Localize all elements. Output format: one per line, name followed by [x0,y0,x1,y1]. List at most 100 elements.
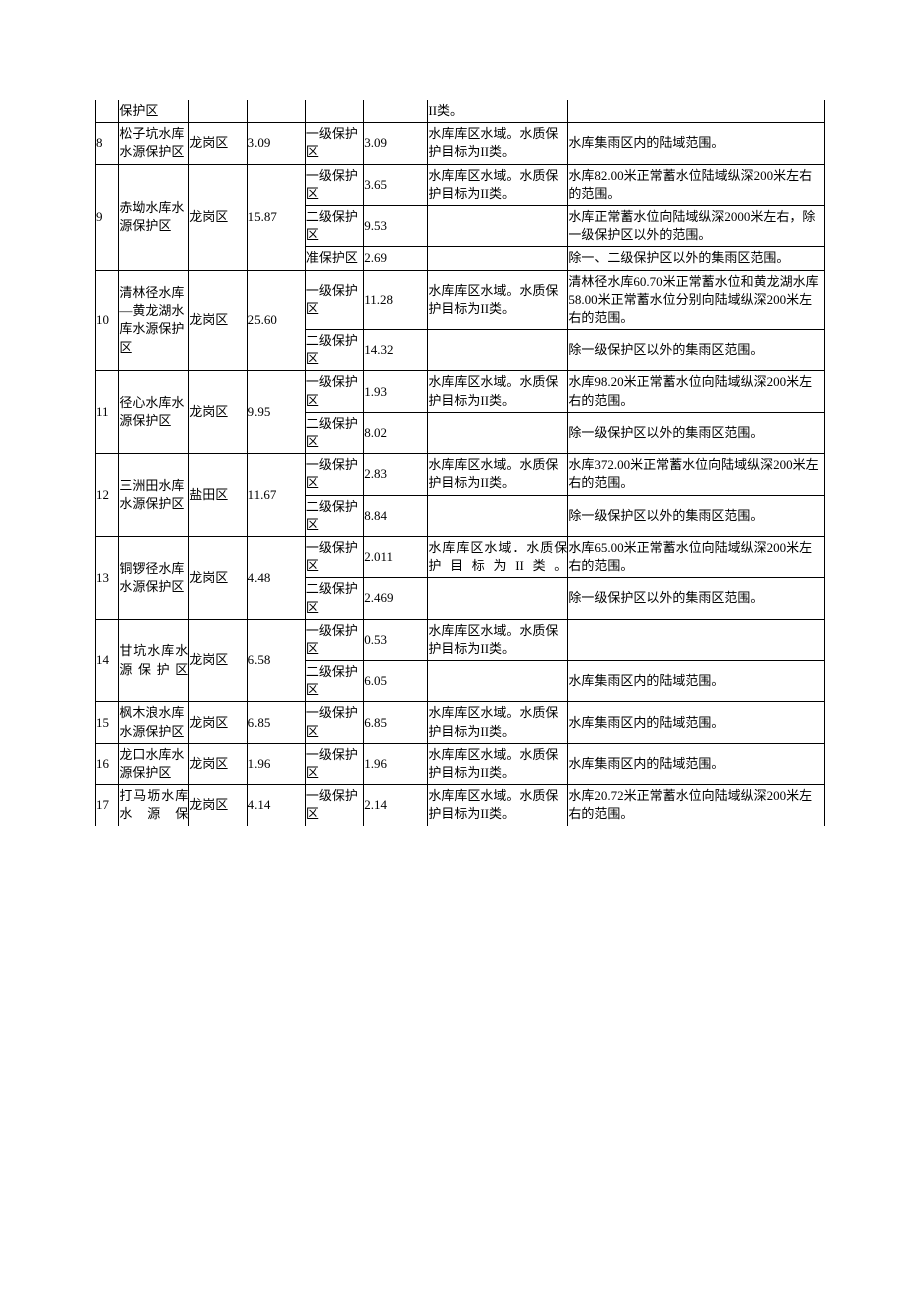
cell-level: 一级保护区 [305,371,363,412]
table-row: 9赤坳水库水源保护区龙岗区15.87一级保护区3.65水库库区水域。水质保护目标… [96,164,825,205]
cell-water-scope [428,247,568,270]
cell-land-scope: 除一级保护区以外的集雨区范围。 [568,330,825,371]
cell-sub-area: 1.96 [364,743,428,784]
cell-sub-area: 0.53 [364,619,428,660]
cell-district: 龙岗区 [189,785,247,826]
cell-name: 铜锣径水库水源保护区 [119,536,189,619]
cell-total-area: 11.67 [247,454,305,537]
cell-level: 一级保护区 [305,164,363,205]
table-row: 12三洲田水库水源保护区盐田区11.67一级保护区2.83水库库区水域。水质保护… [96,454,825,495]
cell-land-scope: 水库集雨区内的陆域范围。 [568,123,825,164]
cell-land-scope: 水库正常蓄水位向陆域纵深2000米左右，除一级保护区以外的范围。 [568,205,825,246]
table-row: 14甘坑水库水源保护区龙岗区6.58一级保护区0.53水库库区水域。水质保护目标… [96,619,825,660]
cell-land-scope: 除一级保护区以外的集雨区范围。 [568,495,825,536]
cell-level: 一级保护区 [305,702,363,743]
cell-level: 一级保护区 [305,123,363,164]
cell-index: 10 [96,270,119,371]
cell-index: 17 [96,785,119,826]
table-row: 11径心水库水源保护区龙岗区9.95一级保护区1.93水库库区水域。水质保护目标… [96,371,825,412]
cell-water-scope [428,412,568,453]
cell-sub-area: 2.14 [364,785,428,826]
cell-land-scope: 水库集雨区内的陆域范围。 [568,702,825,743]
cell-land-scope: 水库98.20米正常蓄水位向陆域纵深200米左右的范围。 [568,371,825,412]
cell-water-scope [428,578,568,619]
cell-water-scope: 水库库区水域。水质保护目标为II类。 [428,785,568,826]
cell-level: 一级保护区 [305,785,363,826]
cell-level: 二级保护区 [305,330,363,371]
cell-level: 二级保护区 [305,661,363,702]
cell-sub-area [364,100,428,123]
cell-water-scope: 水库库区水域。水质保护目标为II类。 [428,619,568,660]
cell-name: 保护区 [119,100,189,123]
cell-total-area: 4.14 [247,785,305,826]
cell-level: 一级保护区 [305,743,363,784]
cell-land-scope: 水库65.00米正常蓄水位向陆域纵深200米左右的范围。 [568,536,825,577]
cell-district: 龙岗区 [189,619,247,702]
cell-index: 11 [96,371,119,454]
cell-level: 一级保护区 [305,270,363,330]
cell-district: 龙岗区 [189,536,247,619]
cell-index: 14 [96,619,119,702]
cell-total-area: 15.87 [247,164,305,270]
cell-total-area: 1.96 [247,743,305,784]
cell-total-area [247,100,305,123]
cell-name: 甘坑水库水源保护区 [119,619,189,702]
cell-water-scope: 水库库区水域。水质保护目标为II类。 [428,123,568,164]
cell-sub-area: 2.469 [364,578,428,619]
cell-water-scope: 水库库区水域。水质保护目标为II类。 [428,270,568,330]
cell-sub-area: 8.02 [364,412,428,453]
cell-water-scope: 水库库区水域。水质保护目标为II类。 [428,743,568,784]
table-row: 10清林径水库—黄龙湖水库水源保护区龙岗区25.60一级保护区11.28水库库区… [96,270,825,330]
cell-name: 赤坳水库水源保护区 [119,164,189,270]
cell-sub-area: 3.65 [364,164,428,205]
cell-land-scope: 清林径水库60.70米正常蓄水位和黄龙湖水库58.00米正常蓄水位分别向陆域纵深… [568,270,825,330]
cell-sub-area: 1.93 [364,371,428,412]
cell-total-area: 3.09 [247,123,305,164]
cell-district: 龙岗区 [189,164,247,270]
cell-index: 15 [96,702,119,743]
cell-total-area: 4.48 [247,536,305,619]
water-source-table: 保护区 II类。8松子坑水库水源保护区龙岗区3.09一级保护区3.09水库库区水域… [95,100,825,826]
cell-water-scope [428,495,568,536]
cell-name: 径心水库水源保护区 [119,371,189,454]
table-row: 17打马坜水库水源保龙岗区4.14一级保护区2.14水库库区水域。水质保护目标为… [96,785,825,826]
cell-land-scope: 除一级保护区以外的集雨区范围。 [568,412,825,453]
cell-district: 龙岗区 [189,702,247,743]
cell-level: 一级保护区 [305,454,363,495]
cell-total-area: 6.85 [247,702,305,743]
cell-index: 9 [96,164,119,270]
table-row: 保护区 II类。 [96,100,825,123]
cell-water-scope: 水库库区水域。水质保护目标为II类。 [428,702,568,743]
cell-land-scope: 水库集雨区内的陆域范围。 [568,661,825,702]
cell-index: 13 [96,536,119,619]
cell-name: 打马坜水库水源保 [119,785,189,826]
cell-total-area: 25.60 [247,270,305,371]
cell-land-scope: 水库集雨区内的陆域范围。 [568,743,825,784]
cell-water-scope: 水库库区水域。水质保护目标为II类。 [428,371,568,412]
cell-level: 一级保护区 [305,536,363,577]
table-body: 保护区 II类。8松子坑水库水源保护区龙岗区3.09一级保护区3.09水库库区水域… [96,100,825,826]
cell-index: 16 [96,743,119,784]
cell-level: 二级保护区 [305,578,363,619]
cell-sub-area: 3.09 [364,123,428,164]
cell-level: 准保护区 [305,247,363,270]
cell-water-scope: 水库库区水域。水质保护目标为II类。 [428,454,568,495]
cell-name: 松子坑水库水源保护区 [119,123,189,164]
cell-land-scope: 除一级保护区以外的集雨区范围。 [568,578,825,619]
cell-water-scope [428,205,568,246]
cell-sub-area: 8.84 [364,495,428,536]
cell-water-scope [428,661,568,702]
cell-water-scope: 水库库区水域．水质保护目标为II类。 [428,536,568,577]
cell-water-scope: 水库库区水域。水质保护目标为II类。 [428,164,568,205]
cell-sub-area: 6.05 [364,661,428,702]
cell-name: 龙口水库水源保护区 [119,743,189,784]
table-row: 8松子坑水库水源保护区龙岗区3.09一级保护区3.09水库库区水域。水质保护目标… [96,123,825,164]
cell-sub-area: 11.28 [364,270,428,330]
cell-land-scope: 水库82.00米正常蓄水位陆域纵深200米左右的范围。 [568,164,825,205]
cell-water-scope: II类。 [428,100,568,123]
cell-sub-area: 6.85 [364,702,428,743]
cell-district: 龙岗区 [189,371,247,454]
cell-sub-area: 2.69 [364,247,428,270]
cell-sub-area: 2.011 [364,536,428,577]
cell-land-scope: 水库20.72米正常蓄水位向陆域纵深200米左右的范围。 [568,785,825,826]
